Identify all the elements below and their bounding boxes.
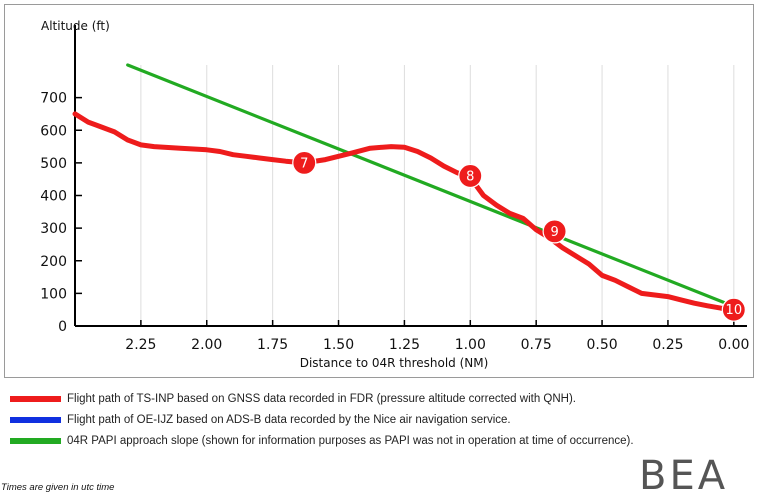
x-tick-label: 1.00 [455,337,486,353]
y-tick-label: 700 [40,91,67,107]
legend-entry-tsinp: Flight path of TS-INP based on GNSS data… [10,390,750,411]
chart-frame: 0 100 200 300 400 500 600 700 2.25 2.00 1.75 1.50 1.… [4,4,754,378]
y-tick-label: 100 [40,286,67,302]
legend-entry-papi: 04R PAPI approach slope (shown for infor… [10,432,750,453]
x-tick-label: 1.25 [389,337,420,353]
marker-10 [721,297,746,322]
footnote: Times are given in utc time [1,482,115,493]
marker-label-7: 7 [300,156,308,171]
marker-label-9: 9 [550,225,558,240]
legend-swatch-blue [10,417,61,423]
y-tick-label: 500 [40,156,67,172]
chart-legend: Flight path of TS-INP based on GNSS data… [10,390,750,453]
x-tick-label: 0.75 [521,337,552,353]
marker-7 [292,150,317,175]
x-tick-label: 0.25 [652,337,683,353]
series-line-0 [72,111,737,313]
altitude-chart: 0 100 200 300 400 500 600 700 2.25 2.00 1.75 1.50 1.… [40,19,749,370]
x-axis-title: Distance to 04R threshold (NM) [300,356,489,370]
bea-logo: BEA [639,453,729,499]
legend-swatch-red [10,396,61,402]
legend-label-oeijz: Flight path of OE-IJZ based on ADS-B dat… [67,414,511,426]
y-tick-label: 600 [40,123,67,139]
y-axis-title: Altitude (ft) [41,19,110,33]
x-tick-label: 2.25 [125,337,156,353]
x-tick-label: 1.50 [323,337,354,353]
x-tick-label: 0.00 [718,337,749,353]
legend-swatch-green [10,438,61,444]
series-line-2 [126,63,736,308]
marker-label-8: 8 [466,169,474,184]
y-tick-label: 0 [58,319,67,335]
y-tick-label: 300 [40,221,67,237]
x-tick-label: 1.75 [257,337,288,353]
y-tick-label: 200 [40,254,67,270]
legend-label-papi: 04R PAPI approach slope (shown for infor… [67,435,634,447]
x-tick-label: 0.50 [586,337,617,353]
y-tick-label: 400 [40,189,67,205]
legend-entry-oeijz: Flight path of OE-IJZ based on ADS-B dat… [10,411,750,432]
marker-8 [458,163,483,189]
marker-label-10: 10 [726,303,743,318]
marker-9 [542,219,567,244]
legend-label-tsinp: Flight path of TS-INP based on GNSS data… [67,393,576,405]
x-tick-label: 2.00 [191,337,222,353]
